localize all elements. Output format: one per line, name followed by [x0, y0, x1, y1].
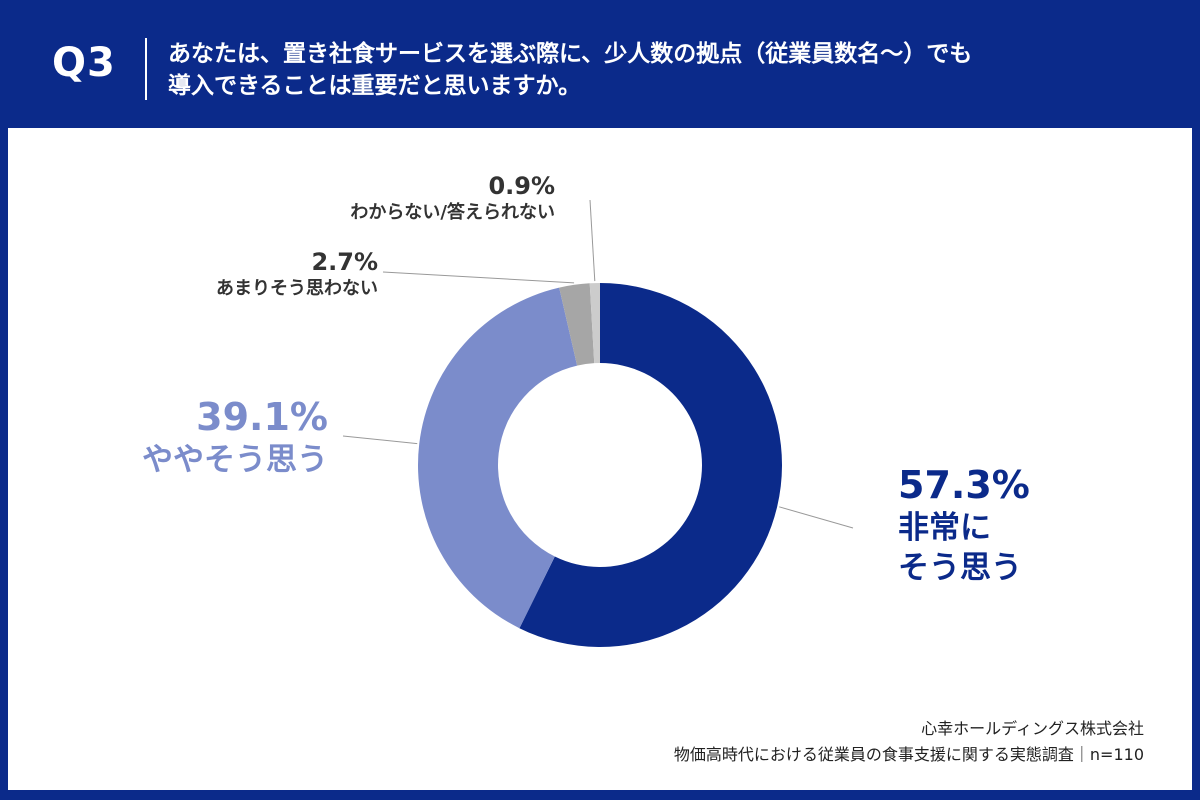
leader-line-4: [589, 199, 596, 282]
leader-line-1: [779, 506, 854, 529]
question-line-1: あなたは、置き社食サービスを選ぶ際に、少人数の拠点（従業員数名〜）でも: [168, 41, 973, 67]
donut-slice-2: [418, 287, 578, 629]
chart-panel: 57.3% 非常にそう思う 39.1% ややそう思う 2.7% あまりそう思わない 0.9%…: [8, 128, 1192, 790]
donut-slice-3: [559, 283, 595, 366]
slice-value-3: 2.7%: [311, 248, 378, 276]
donut-slice-4: [589, 283, 600, 364]
question-text: あなたは、置き社食サービスを選ぶ際に、少人数の拠点（従業員数名〜）でも 導入でき…: [168, 38, 1168, 102]
source-survey: 物価高時代における従業員の食事支援に関する実態調査｜n=110: [673, 745, 1144, 764]
leader-line-3: [382, 271, 575, 284]
slice-value-4: 0.9%: [488, 172, 555, 200]
question-line-2: 導入できることは重要だと思いますか。: [168, 73, 582, 99]
slice-label-1-line-2: そう思う: [898, 550, 1022, 586]
header-divider: [145, 38, 147, 100]
slice-label-4-line-1: わからない/答えられない: [350, 201, 555, 223]
source-credit: 心幸ホールディングス株式会社 物価高時代における従業員の食事支援に関する実態調査…: [674, 716, 1144, 768]
slice-value-2: 39.1%: [196, 395, 328, 439]
slice-label-1-line-1: 非常に: [898, 510, 991, 546]
slice-value-1: 57.3%: [898, 463, 1030, 507]
slice-label-3-line-1: あまりそう思わない: [216, 278, 378, 299]
source-company: 心幸ホールディングス株式会社: [921, 719, 1144, 738]
leader-line-2: [342, 435, 418, 445]
question-number: Q3: [52, 40, 116, 86]
header-bar: Q3 あなたは、置き社食サービスを選ぶ際に、少人数の拠点（従業員数名〜）でも 導…: [0, 0, 1200, 128]
slice-label-2-line-1: ややそう思う: [142, 442, 328, 478]
donut-slice-1: [519, 283, 782, 647]
